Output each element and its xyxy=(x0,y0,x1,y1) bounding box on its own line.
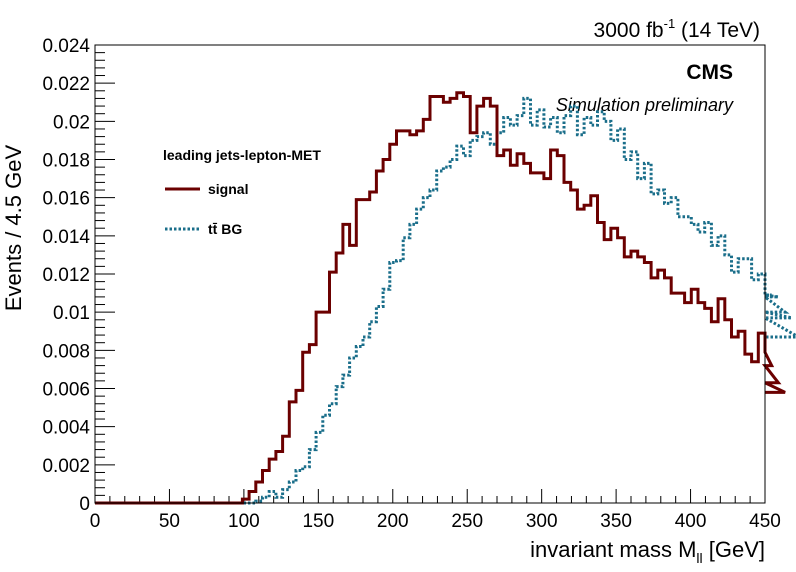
y-axis-title: Events / 4.5 GeV xyxy=(1,145,26,312)
x-tick-label: 150 xyxy=(302,511,334,532)
y-tick-label: 0.006 xyxy=(42,380,90,401)
legend-label-signal: signal xyxy=(208,181,248,197)
y-tick-label: 0.02 xyxy=(53,112,90,133)
x-tick-label: 50 xyxy=(159,511,180,532)
y-tick-label: 0.008 xyxy=(42,341,90,362)
y-tick-label: 0.022 xyxy=(42,74,90,95)
y-tick-label: 0 xyxy=(79,494,90,515)
y-tick-label: 0.018 xyxy=(42,151,90,172)
series-line-background xyxy=(95,96,796,505)
histogram-series xyxy=(95,91,796,505)
x-tick-label: 0 xyxy=(90,511,101,532)
x-tick-label: 300 xyxy=(526,511,558,532)
y-tick-label: 0.012 xyxy=(42,265,90,286)
x-tick-label: 100 xyxy=(228,511,260,532)
legend-label-background: tt̄ BG xyxy=(208,221,242,237)
x-tick-label: 200 xyxy=(377,511,409,532)
status-label: Simulation preliminary xyxy=(556,95,734,115)
luminosity-label: 3000 fb-1 (14 TeV) xyxy=(594,16,760,42)
x-tick-label: 400 xyxy=(675,511,707,532)
x-tick-label: 250 xyxy=(451,511,483,532)
x-axis-title: invariant mass Mll [GeV] xyxy=(530,537,765,566)
axis-ticks: 0 50 100 150 200 250 300 350 400 450 0 0.002 0.004 0.… xyxy=(42,36,780,532)
y-tick-label: 0.002 xyxy=(42,456,90,477)
series-line-signal xyxy=(95,91,786,505)
legend: leading jets-lepton-MET signal tt̄ BG xyxy=(163,147,321,237)
legend-title: leading jets-lepton-MET xyxy=(163,147,321,163)
y-tick-label: 0.01 xyxy=(53,303,90,324)
y-tick-label: 0.004 xyxy=(42,418,90,439)
y-tick-label: 0.016 xyxy=(42,189,90,210)
y-tick-label: 0.024 xyxy=(42,36,90,57)
y-tick-label: 0.014 xyxy=(42,227,90,248)
experiment-label: CMS xyxy=(686,61,733,84)
plot-frame xyxy=(94,44,766,504)
x-tick-label: 350 xyxy=(600,511,632,532)
x-tick-label: 450 xyxy=(749,511,781,532)
